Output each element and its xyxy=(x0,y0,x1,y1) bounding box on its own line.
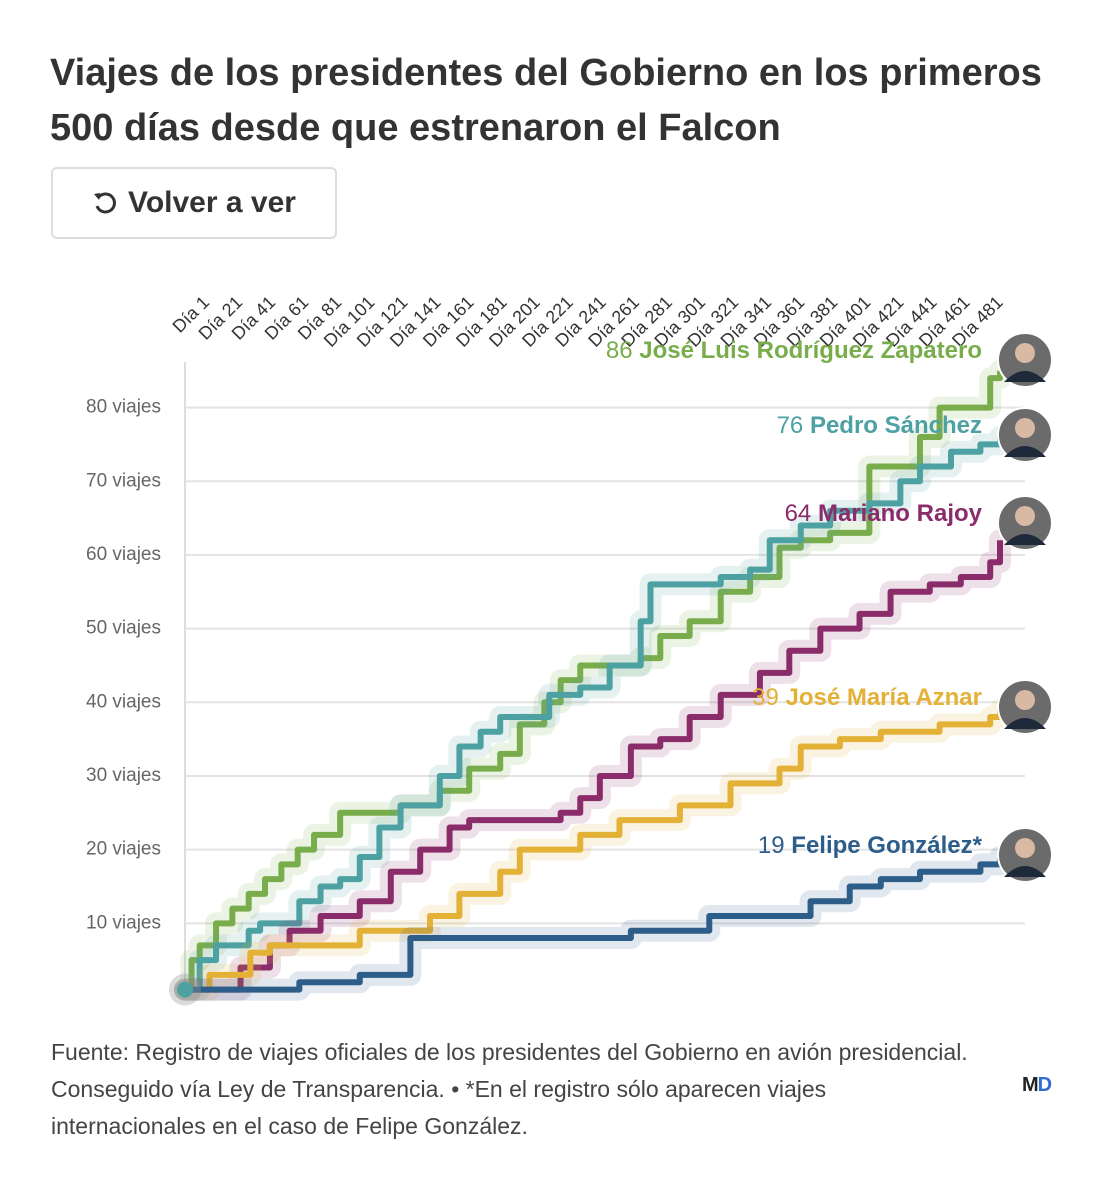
series-line xyxy=(185,709,1003,993)
series-name: Felipe González* xyxy=(791,832,982,859)
y-tick-label: 10 viajes xyxy=(86,912,161,933)
chart: 10 viajes 20 viajes 30 viajes 40 viajes 50 v… xyxy=(86,292,1053,1006)
button-label: Volver a ver xyxy=(128,186,296,219)
y-tick-label: 60 viajes xyxy=(86,544,161,565)
series-total: 64 xyxy=(785,500,812,527)
series-total: 39 xyxy=(752,684,779,711)
start-dot xyxy=(177,981,193,998)
y-tick-label: 80 viajes xyxy=(86,397,161,418)
y-tick-label: 70 viajes xyxy=(86,470,161,491)
portrait-body xyxy=(1004,446,1046,457)
portrait-head xyxy=(1015,343,1035,363)
portrait-head xyxy=(1015,690,1035,710)
series-line xyxy=(185,437,1003,993)
portrait-body xyxy=(1004,371,1046,382)
chart-title: Viajes de los presidentes del Gobierno e… xyxy=(50,52,1042,149)
series-name: José Luis Rodríguez Zapatero xyxy=(639,337,982,364)
logo: MD xyxy=(1022,1074,1052,1097)
series-label: 39 José María Aznar xyxy=(752,684,982,711)
series-name: José María Aznar xyxy=(785,684,982,711)
portrait-body xyxy=(1004,718,1046,729)
y-tick-label: 50 viajes xyxy=(86,618,161,639)
portrait-head xyxy=(1015,506,1035,526)
series-line xyxy=(185,857,1003,993)
series-name: Mariano Rajoy xyxy=(818,500,983,527)
series-name: Pedro Sánchez xyxy=(810,412,982,439)
portrait-head xyxy=(1015,838,1035,858)
series-total: 76 xyxy=(777,412,804,439)
series-total: 19 xyxy=(758,832,785,859)
series-label: 19 Felipe González* xyxy=(758,832,983,859)
series-label: 76 Pedro Sánchez xyxy=(777,412,982,439)
replay-button[interactable]: Volver a ver xyxy=(51,167,337,239)
logo-m: M xyxy=(1022,1074,1039,1096)
series-line xyxy=(185,540,1003,993)
portrait-body xyxy=(1004,866,1046,877)
y-tick-label: 40 viajes xyxy=(86,691,161,712)
replay-icon xyxy=(94,192,116,214)
series-label: 64 Mariano Rajoy xyxy=(785,500,983,527)
series-total: 86 xyxy=(606,337,633,364)
series-line xyxy=(185,370,1003,993)
y-tick-label: 30 viajes xyxy=(86,765,161,786)
logo-d: D xyxy=(1037,1074,1052,1096)
y-tick-label: 20 viajes xyxy=(86,839,161,860)
footer: Fuente: Registro de viajes oficiales de … xyxy=(51,1039,968,1139)
portrait-body xyxy=(1004,534,1046,545)
series-halo xyxy=(174,529,1011,1001)
portrait-head xyxy=(1015,418,1035,438)
series-label: 86 José Luis Rodríguez Zapatero xyxy=(606,337,982,364)
